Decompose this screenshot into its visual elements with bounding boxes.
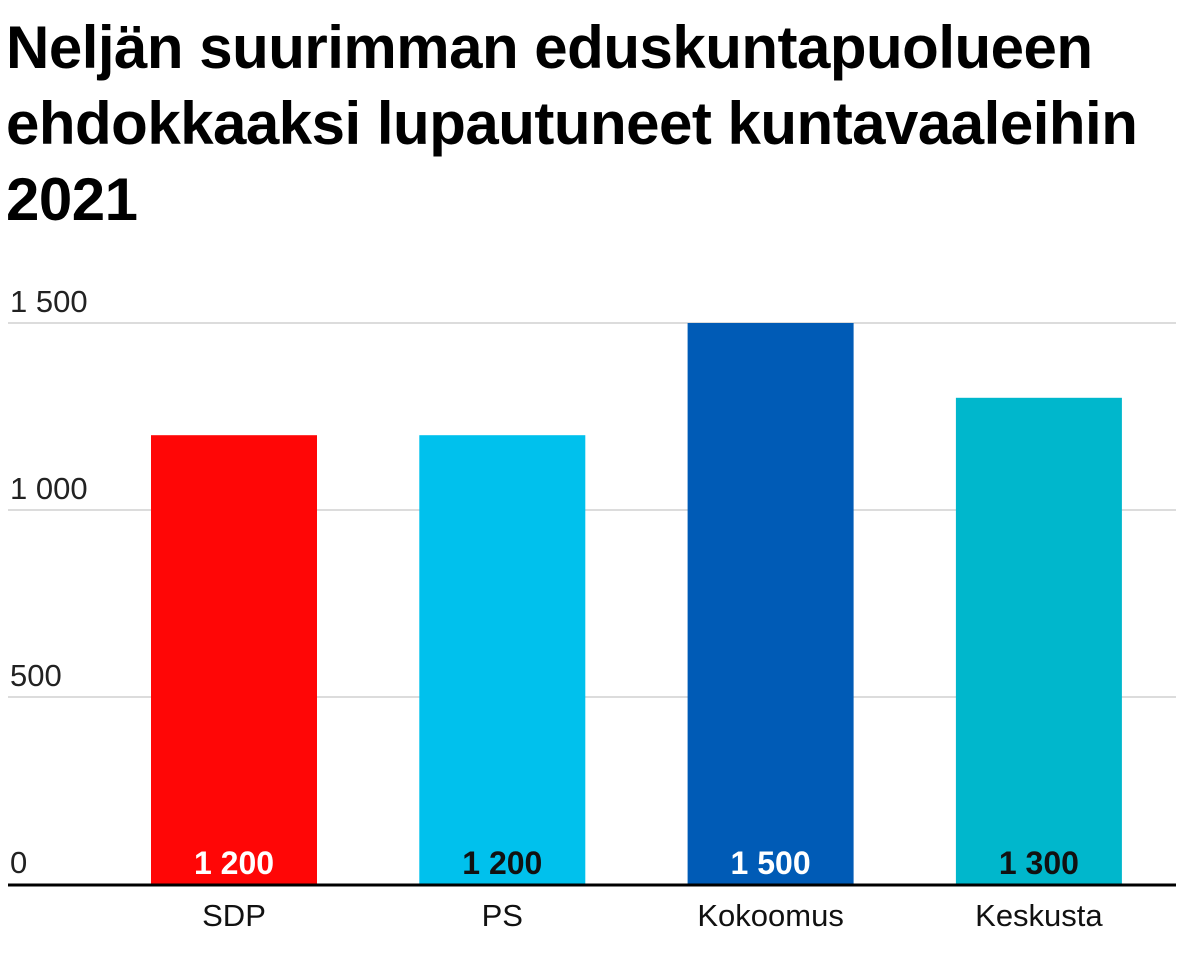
y-tick-label: 500 [10,658,62,693]
x-category-label: Kokoomus [697,898,843,933]
bar-value-label: 1 300 [999,845,1079,881]
x-category-label: PS [482,898,523,933]
bars [151,323,1122,884]
x-category-label: Keskusta [975,898,1103,933]
bar-value-label: 1 200 [462,845,542,881]
chart-title: Neljän suurimman eduskuntapuolueen ehdok… [6,14,1138,233]
y-tick-label: 1 000 [10,471,88,506]
bar-value-labels: 1 200 1 200 1 500 1 300 [194,845,1079,881]
x-category-label: SDP [202,898,266,933]
y-tick-label: 1 500 [10,284,88,319]
bar-kokoomus [687,323,854,884]
y-axis-tick-labels: 0 500 1 000 1 500 [10,284,88,880]
y-tick-label: 0 [10,845,27,880]
bar-value-label: 1 200 [194,845,274,881]
bar-sdp [151,435,317,884]
bar-keskusta [955,397,1122,884]
bar-ps [419,435,586,884]
x-axis-category-labels: SDP PS Kokoomus Keskusta [202,898,1103,933]
bar-value-label: 1 500 [731,845,811,881]
